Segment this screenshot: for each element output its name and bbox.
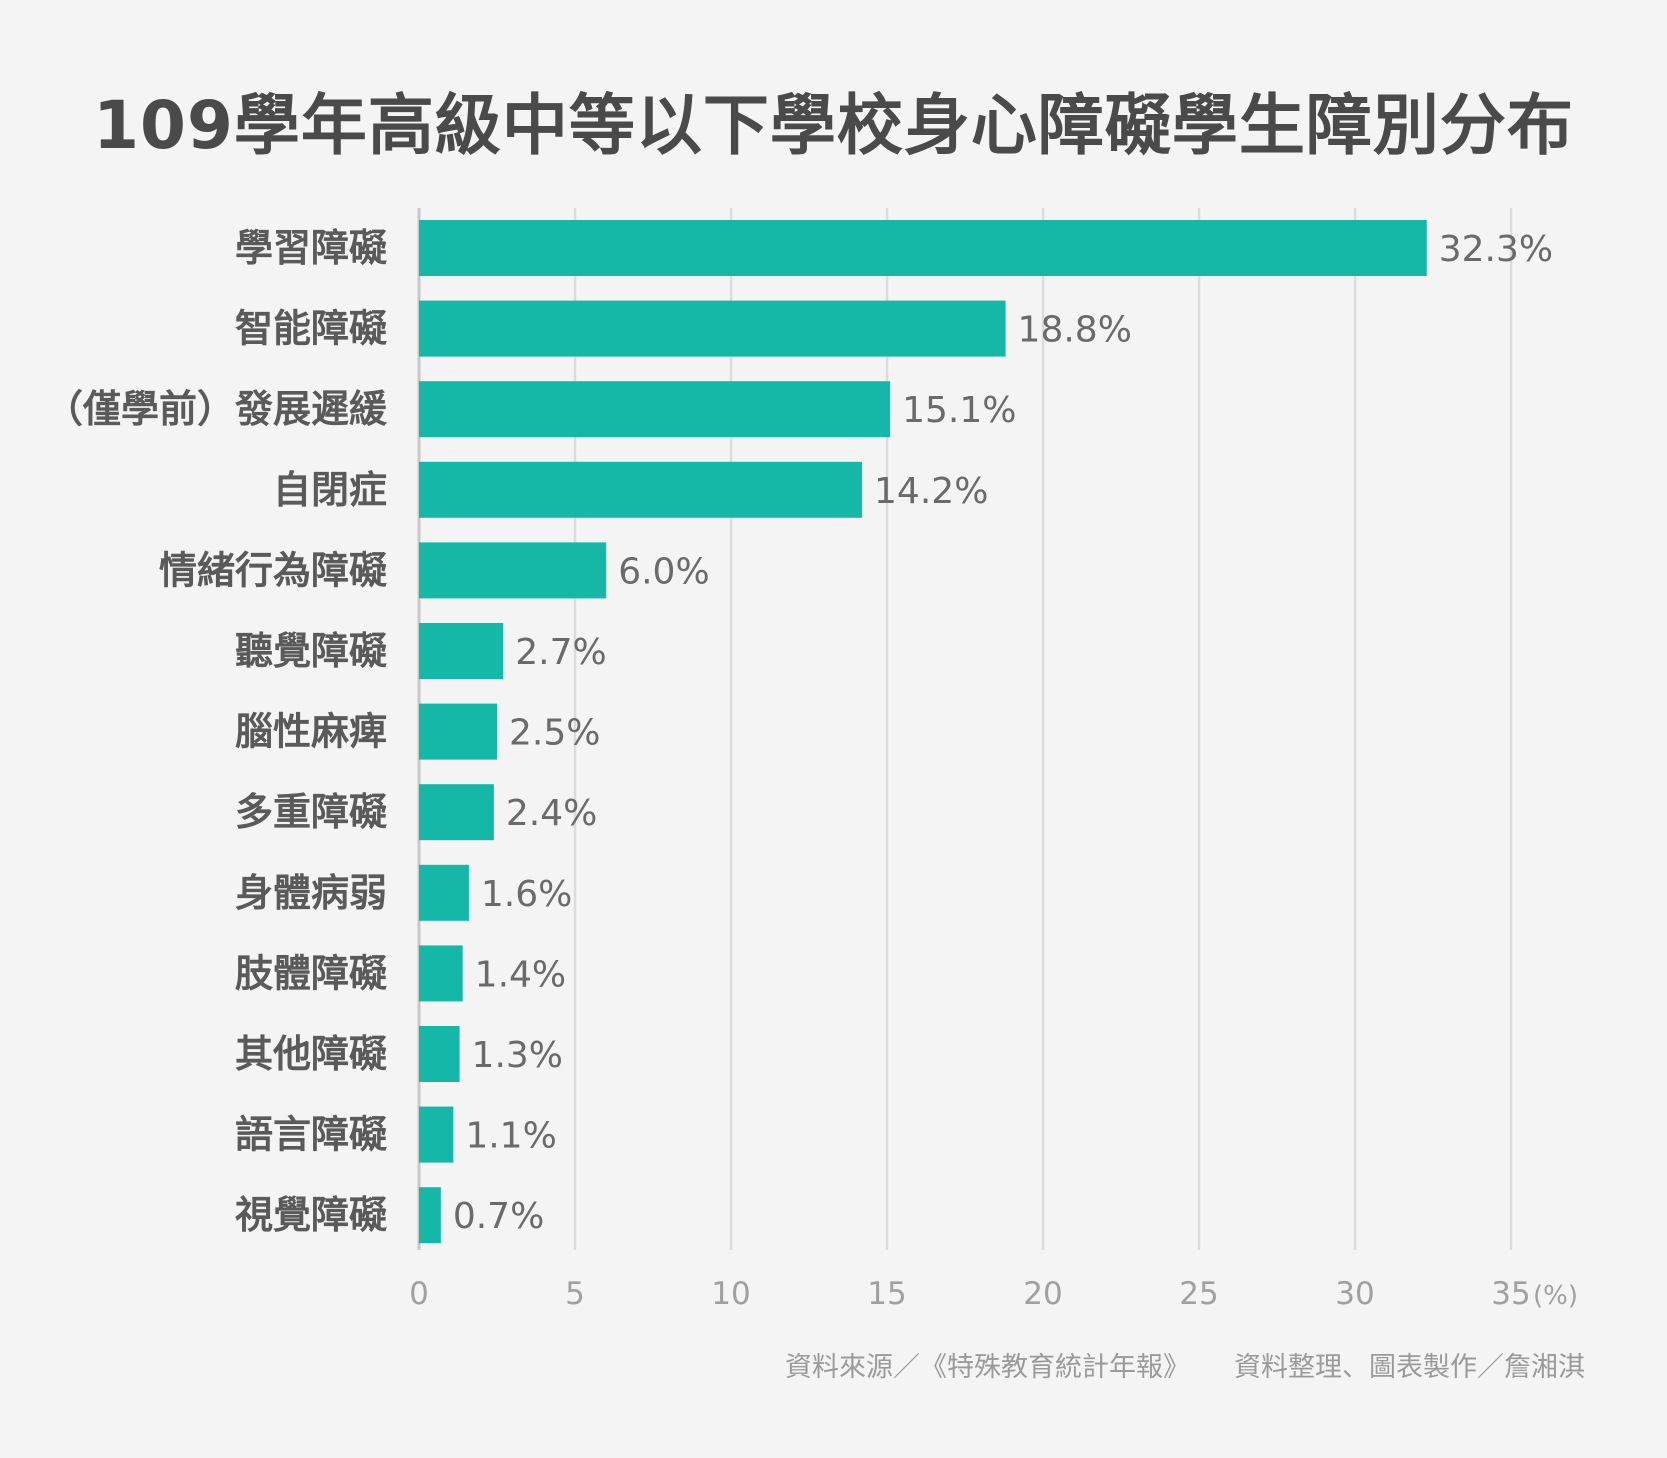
category-label: 自閉症: [273, 468, 387, 512]
category-label: 視覺障礙: [235, 1193, 387, 1237]
x-tick-label: 10: [711, 1276, 750, 1312]
credit-text: 資料整理、圖表製作／詹湘淇: [1234, 1352, 1585, 1383]
bar: [419, 784, 494, 841]
value-label: 1.1%: [465, 1116, 556, 1157]
category-label: 多重障礙: [235, 790, 387, 834]
value-label: 18.8%: [1018, 310, 1132, 351]
x-tick-label: 0: [409, 1276, 429, 1312]
category-label: 情緒行為障礙: [159, 548, 387, 592]
category-label: 肢體障礙: [235, 951, 387, 995]
value-label: 15.1%: [902, 390, 1016, 431]
bar: [419, 623, 504, 679]
value-label: 2.4%: [506, 793, 597, 834]
value-label: 14.2%: [874, 471, 988, 512]
bar: [419, 381, 891, 438]
value-label: 1.3%: [472, 1035, 563, 1076]
category-label: 語言障礙: [235, 1113, 387, 1157]
x-tick-label: 30: [1335, 1276, 1374, 1312]
value-label: 1.6%: [481, 874, 572, 915]
category-label: （僅學前）發展遲緩: [45, 387, 388, 431]
bar: [419, 220, 1427, 276]
bar: [419, 703, 497, 760]
bar: [419, 542, 607, 599]
value-label: 32.3%: [1439, 229, 1553, 270]
category-label: 聽覺障礙: [235, 629, 387, 673]
value-label: 0.7%: [453, 1196, 544, 1237]
source-credit: 資料來源／《特殊教育統計年報》 資料整理、圖表製作／詹湘淇: [785, 1345, 1585, 1384]
source-text: 資料來源／《特殊教育統計年報》: [785, 1352, 1190, 1383]
x-tick-label: 15: [867, 1276, 906, 1312]
x-tick-label: 25: [1179, 1276, 1218, 1312]
bar: [419, 300, 1006, 357]
category-label: 身體病弱: [235, 871, 387, 915]
x-axis-unit: (%): [1533, 1281, 1578, 1311]
labels: 0 5 10 15 20 25 30 35 (%) 學習障礙 32.3% 智能障礙 18.8% （僅學前）…: [45, 226, 1578, 1312]
x-tick-label: 20: [1023, 1276, 1062, 1312]
bar: [419, 1106, 454, 1163]
value-label: 1.4%: [475, 954, 566, 995]
x-tick-label: 5: [565, 1276, 585, 1312]
x-tick-label: 35: [1491, 1276, 1530, 1312]
category-label: 學習障礙: [235, 226, 387, 270]
category-label: 智能障礙: [235, 307, 387, 351]
value-label: 2.7%: [515, 632, 606, 673]
bar: [419, 864, 469, 921]
value-label: 2.5%: [509, 713, 600, 754]
value-label: 6.0%: [618, 551, 709, 592]
category-label: 其他障礙: [235, 1032, 387, 1076]
bars: [419, 220, 1427, 1244]
bar: [419, 1187, 441, 1244]
category-label: 腦性麻痺: [235, 710, 387, 754]
bar: [419, 945, 463, 1002]
chart-title: 109學年高級中等以下學校身心障礙學生障別分布: [93, 87, 1574, 164]
bar: [419, 1026, 460, 1082]
bar: [419, 461, 863, 518]
